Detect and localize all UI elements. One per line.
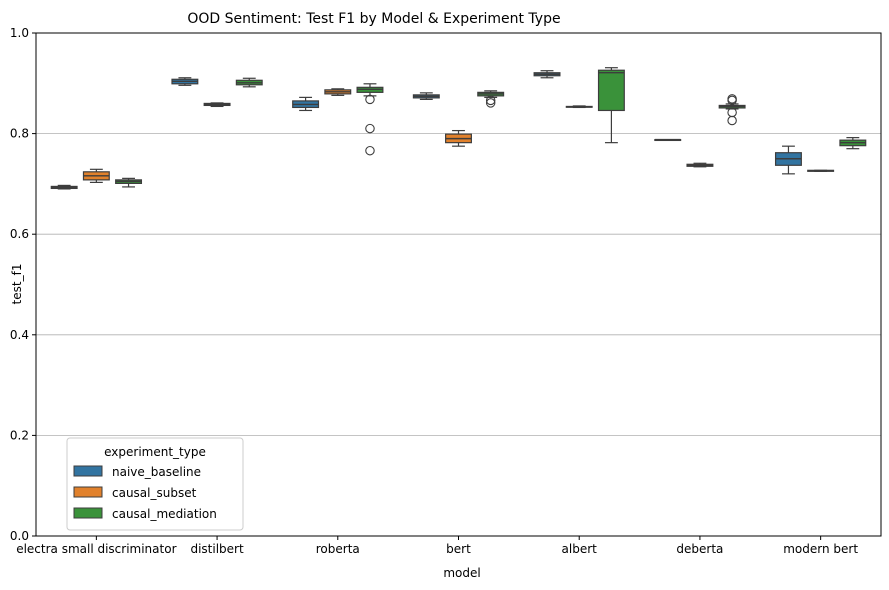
outlier-point: [365, 94, 375, 105]
y-tick-label: 0.2: [10, 428, 29, 442]
box-causal_mediation-0: [115, 177, 143, 188]
box-causal_mediation-6: [839, 137, 867, 150]
box-causal_subset-4: [565, 105, 593, 109]
boxes: [50, 67, 867, 190]
outlier-point: [727, 95, 737, 106]
box-causal_mediation-4: [597, 67, 625, 144]
box-causal_mediation-3: [477, 90, 505, 108]
legend-swatch: [73, 486, 103, 498]
legend-label: causal_subset: [112, 486, 197, 500]
legend-swatch: [73, 507, 103, 519]
y-axis-label: test_f1: [10, 264, 24, 305]
legend-frame: [66, 437, 244, 531]
legend-title: experiment_type: [104, 445, 206, 459]
legend: experiment_type naive_baseline causal_sub…: [66, 437, 244, 531]
box-naive_baseline-4: [533, 70, 561, 79]
box-causal_mediation-5: [718, 94, 746, 126]
legend-label: naive_baseline: [112, 465, 201, 479]
outlier-point: [365, 145, 375, 156]
legend-swatch: [73, 465, 103, 477]
x-axis-label: model: [443, 566, 480, 580]
legend-item-causal_mediation: causal_mediation: [73, 507, 217, 521]
outlier-point: [365, 123, 375, 134]
box-naive_baseline-0: [50, 184, 78, 190]
box-causal_subset-5: [686, 162, 714, 168]
outlier-point: [727, 115, 737, 126]
box-naive_baseline-5: [654, 138, 682, 142]
box-causal_subset-3: [445, 129, 472, 147]
box-causal_subset-2: [324, 88, 352, 96]
box-naive_baseline-2: [292, 96, 320, 112]
chart-title: OOD Sentiment: Test F1 by Model & Experi…: [187, 11, 560, 27]
box-causal_subset-1: [203, 102, 231, 108]
legend-label: causal_mediation: [112, 507, 217, 521]
x-tick-label: deberta: [676, 542, 723, 556]
x-tick-label: electra small discriminator: [16, 542, 176, 556]
box-causal_subset-0: [82, 168, 110, 183]
y-tick-label: 0.0: [10, 529, 29, 543]
y-tick-label: 0.4: [10, 328, 29, 342]
box-causal_mediation-2: [356, 83, 384, 156]
box-body: [597, 69, 625, 112]
outlier-point: [485, 95, 496, 106]
x-tick-label: bert: [446, 542, 471, 556]
box-causal_subset-6: [807, 169, 835, 172]
box-causal_mediation-1: [235, 77, 263, 88]
x-tick-label: albert: [562, 542, 598, 556]
legend-item-naive_baseline: naive_baseline: [73, 465, 201, 479]
y-tick-label: 0.8: [10, 127, 29, 141]
y-tick-label: 1.0: [10, 26, 29, 40]
outlier-point: [485, 98, 496, 108]
y-tick-label: 0.6: [10, 227, 29, 241]
box-naive_baseline-6: [774, 145, 802, 175]
legend-item-causal_subset: causal_subset: [73, 486, 197, 500]
y-axis-ticks: 0.0 0.2 0.4 0.6 0.8 1.0: [10, 26, 36, 543]
box-naive_baseline-3: [412, 92, 440, 100]
box-naive_baseline-1: [171, 77, 199, 86]
x-tick-label: modern bert: [783, 542, 858, 556]
x-tick-label: distilbert: [190, 542, 244, 556]
x-axis-ticks: electra small discriminator distilbert rob…: [16, 536, 858, 556]
x-tick-label: roberta: [316, 542, 360, 556]
